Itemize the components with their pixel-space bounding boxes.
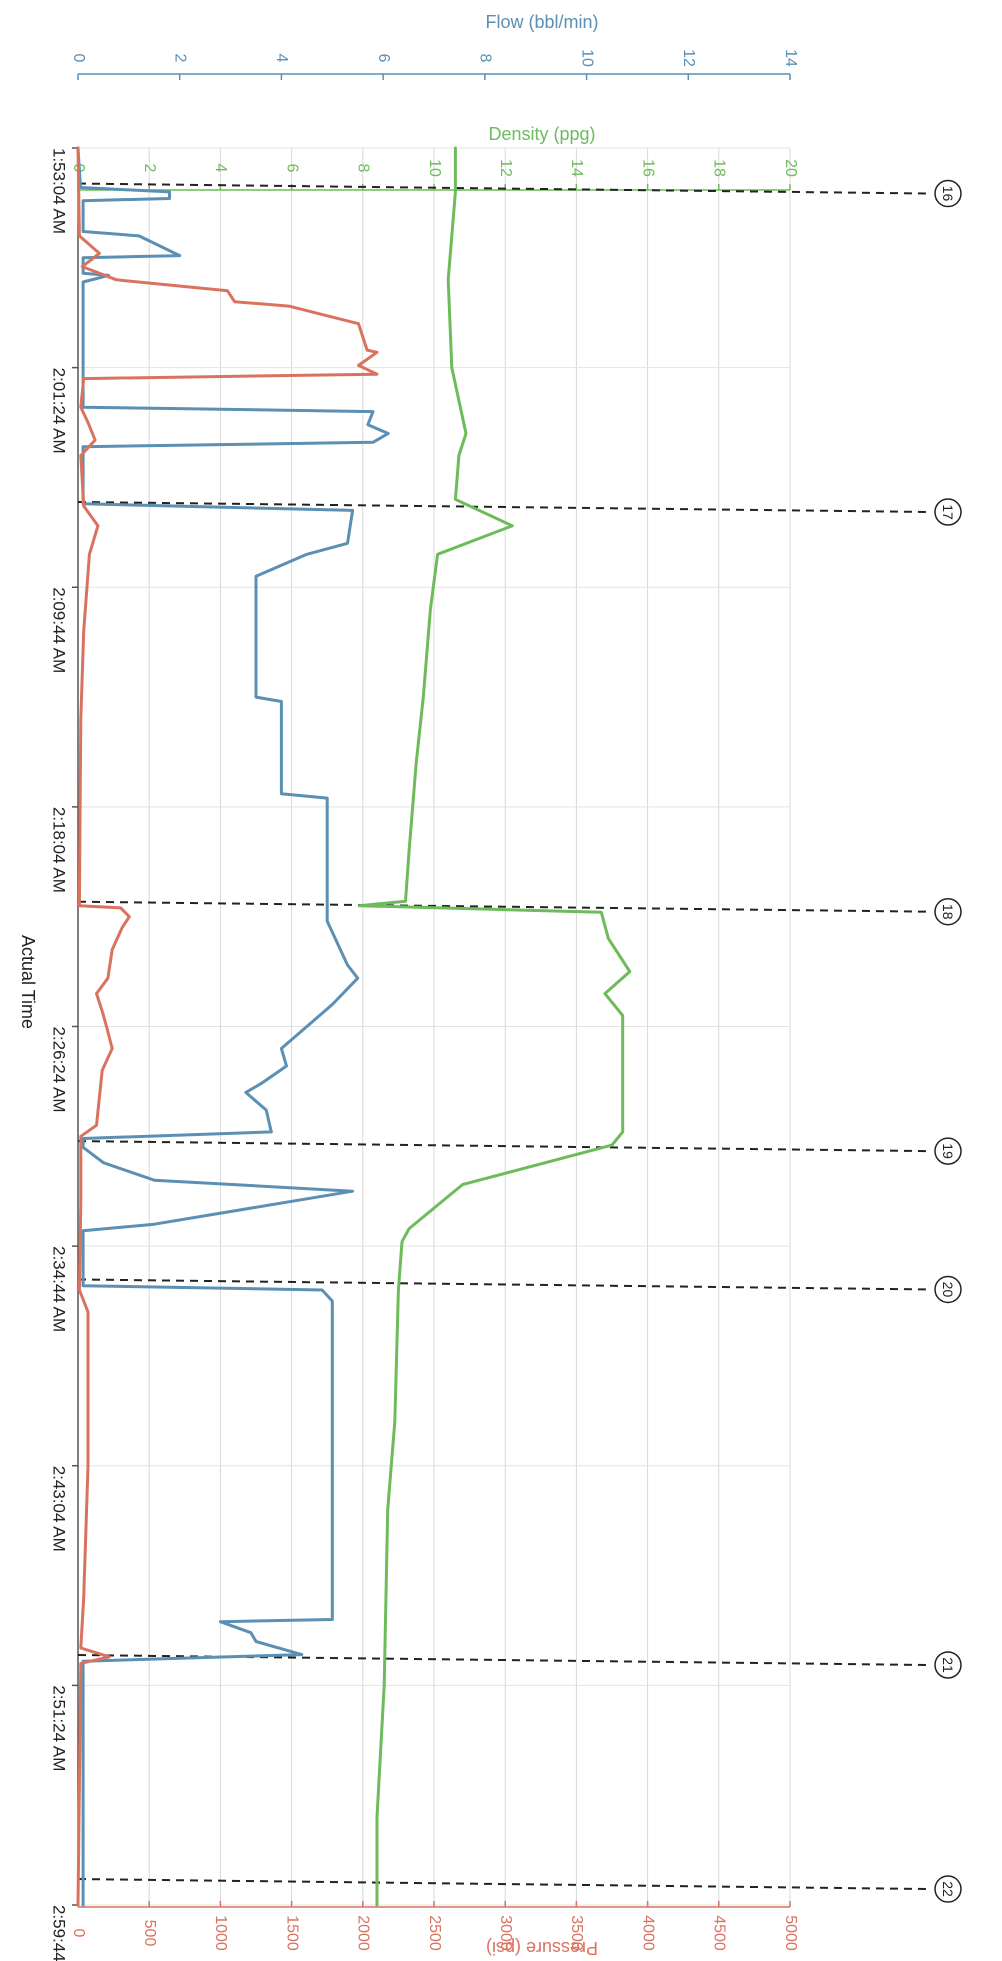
flow-tick-label: 10 bbox=[578, 49, 595, 67]
flow-tick-label: 2 bbox=[171, 54, 188, 63]
time-tick-label: 2:09:44 AM bbox=[50, 587, 69, 673]
flow-series-line bbox=[76, 146, 390, 1907]
density-tick-label: 12 bbox=[497, 159, 514, 177]
pressure-tick-label: 3000 bbox=[497, 1915, 514, 1951]
density-tick-label: 6 bbox=[283, 164, 300, 173]
stage-marker-line bbox=[77, 900, 929, 913]
stage-marker-line bbox=[77, 182, 929, 195]
time-tick-label: 2:26:24 AM bbox=[50, 1027, 69, 1113]
stage-marker-circle bbox=[934, 1651, 962, 1679]
stage-marker-line bbox=[77, 1140, 929, 1153]
time-tick-label: 2:59:44 AM bbox=[50, 1905, 69, 1961]
stage-marker-circle bbox=[934, 179, 962, 208]
pressure-tick-label: 1500 bbox=[283, 1915, 300, 1951]
flow-tick-label: 4 bbox=[273, 54, 290, 63]
density-tick-label: 14 bbox=[568, 159, 585, 177]
stage-marker-circle bbox=[934, 1875, 962, 1903]
density-tick-label: 4 bbox=[212, 164, 229, 173]
stage-marker-label: 22 bbox=[940, 1881, 956, 1897]
pressure-tick-label: 2000 bbox=[355, 1915, 372, 1951]
grid bbox=[77, 147, 791, 1906]
density-tick-label: 2 bbox=[141, 164, 158, 173]
pressure-tick-label: 0 bbox=[70, 1929, 87, 1938]
stage-marker-line bbox=[77, 500, 929, 513]
series-lines bbox=[76, 146, 632, 1907]
flow-tick-label: 14 bbox=[782, 49, 799, 67]
pressure-series-line bbox=[76, 146, 379, 1907]
flow-axis: 0 2 4 6 8 10 12 14 bbox=[70, 49, 799, 80]
pressure-tick-label: 4000 bbox=[639, 1915, 656, 1951]
stage-marker-label: 19 bbox=[940, 1143, 956, 1159]
density-axis-title: Density (ppg) bbox=[488, 124, 595, 144]
pressure-axis: 0 500 1000 1500 2000 2500 3000 3500 4000 4500 5000 bbox=[70, 1901, 799, 1951]
density-tick-label: 10 bbox=[426, 159, 443, 177]
pressure-tick-label: 500 bbox=[141, 1920, 158, 1947]
flow-tick-label: 6 bbox=[375, 54, 392, 63]
pressure-tick-label: 5000 bbox=[782, 1915, 799, 1951]
density-tick-label: 8 bbox=[355, 164, 372, 173]
time-tick-label: 2:34:44 AM bbox=[50, 1246, 69, 1332]
time-axis-title: Actual Time bbox=[18, 935, 38, 1029]
stage-markers: 16 17 18 19 20 21 22 bbox=[77, 179, 962, 1903]
time-tick-label: 2:43:04 AM bbox=[50, 1466, 69, 1552]
time-axis: 1:53:04 AM 2:01:24 AM 2:09:44 AM 2:18:04 AM… bbox=[50, 147, 79, 1961]
stage-marker-circle bbox=[934, 1275, 962, 1304]
stage-marker-circle bbox=[934, 1137, 962, 1165]
time-tick-label: 1:53:04 AM bbox=[50, 148, 69, 234]
time-tick-label: 2:18:04 AM bbox=[50, 807, 69, 893]
flow-tick-label: 8 bbox=[477, 54, 494, 63]
pressure-axis-title: Pressure (psi) bbox=[486, 1938, 598, 1958]
density-axis: 02468101214161820 bbox=[70, 159, 799, 191]
stage-marker-label: 21 bbox=[940, 1657, 956, 1673]
time-tick-label: 2:51:24 AM bbox=[50, 1685, 69, 1771]
stage-marker-circle bbox=[934, 897, 962, 926]
density-tick-label: 18 bbox=[711, 159, 728, 177]
stage-marker-circle bbox=[934, 498, 962, 526]
density-tick-label: 16 bbox=[639, 159, 656, 177]
pressure-tick-label: 3500 bbox=[568, 1915, 585, 1951]
stage-marker-label: 16 bbox=[940, 186, 956, 202]
pressure-tick-label: 1000 bbox=[212, 1915, 229, 1951]
flow-tick-label: 0 bbox=[70, 54, 87, 63]
stage-marker-label: 20 bbox=[940, 1282, 956, 1298]
pressure-tick-label: 2500 bbox=[426, 1915, 443, 1951]
density-tick-label: 20 bbox=[782, 159, 799, 177]
density-series-line bbox=[357, 146, 632, 1907]
stage-marker-line bbox=[77, 1278, 929, 1291]
stage-marker-line bbox=[77, 1878, 929, 1891]
pressure-tick-label: 4500 bbox=[711, 1915, 728, 1951]
flow-axis-title: Flow (bbl/min) bbox=[485, 12, 598, 32]
stage-marker-label: 17 bbox=[940, 504, 956, 520]
stage-marker-label: 18 bbox=[940, 904, 956, 920]
time-tick-label: 2:01:24 AM bbox=[50, 368, 69, 454]
flow-tick-label: 12 bbox=[680, 49, 697, 67]
